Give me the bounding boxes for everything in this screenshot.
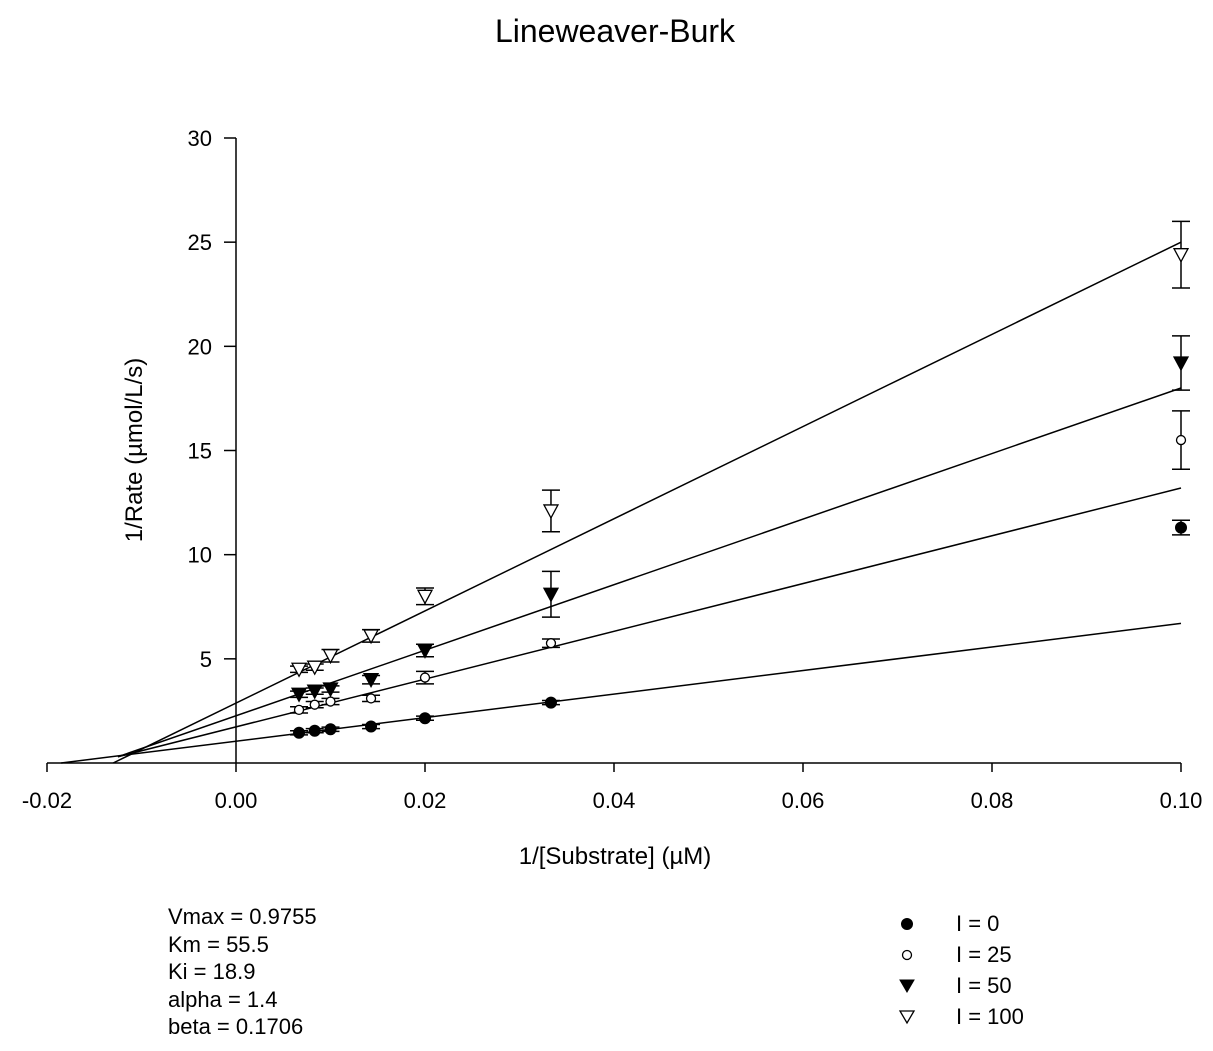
param-ki: Ki = 18.9 (168, 959, 256, 984)
param-alpha: alpha = 1.4 (168, 986, 278, 1012)
data-point (362, 629, 380, 645)
x-tick-label: -0.02 (22, 788, 72, 813)
legend: I = 0 I = 25 I = 50 I = 100 (892, 908, 1024, 1032)
fit-lines (61, 241, 1182, 764)
data-point (542, 587, 560, 603)
kinetic-parameters: Vmax = 0.9755 Km = 55.5 Ki = 18.9 alpha … (168, 903, 317, 1041)
param-km: Km = 55.5 (168, 931, 269, 957)
open-circle-icon (901, 949, 913, 960)
x-tick-label: 0.00 (215, 788, 258, 813)
data-point (365, 720, 378, 733)
x-tick-label: 0.08 (971, 788, 1014, 813)
data-point (293, 704, 305, 716)
data-point (545, 638, 557, 649)
data-point (293, 726, 306, 739)
data-point (1175, 434, 1187, 446)
y-tick-label: 25 (188, 230, 212, 255)
data-point (416, 589, 434, 605)
fit-line (117, 487, 1182, 758)
fit-line (61, 622, 1182, 764)
data-point (1172, 356, 1190, 372)
legend-label: I = 100 (956, 1003, 1024, 1029)
legend-label: I = 25 (956, 941, 1012, 967)
data-point (1172, 248, 1190, 264)
chart-title: Lineweaver-Burk (495, 13, 736, 49)
param-beta: beta = 0.1706 (168, 1014, 304, 1039)
legend-item-i25: I = 25 (892, 939, 1024, 970)
x-tick-label: 0.06 (782, 788, 825, 813)
data-point (322, 682, 339, 698)
data-point (362, 673, 380, 689)
x-tick-label: 0.02 (404, 788, 447, 813)
legend-item-i50: I = 50 (892, 970, 1024, 1001)
data-point (365, 693, 377, 704)
data-point (306, 660, 323, 676)
y-tick-label: 20 (188, 334, 212, 359)
filled-triangle-down-icon (899, 979, 915, 993)
data-point (419, 712, 431, 725)
y-tick-label: 10 (188, 543, 212, 568)
legend-item-i100: I = 100 (892, 1001, 1024, 1032)
data-point (325, 696, 336, 707)
y-tick-label: 15 (188, 439, 212, 464)
data-point (308, 724, 321, 737)
y-tick-label: 5 (200, 647, 212, 672)
param-vmax: Vmax = 0.9755 (168, 904, 317, 929)
data-point (309, 699, 320, 710)
data-markers (290, 248, 1190, 739)
data-point (419, 672, 431, 683)
data-point (544, 696, 557, 709)
x-tick-label: 0.04 (593, 788, 636, 813)
data-point (1175, 521, 1187, 534)
data-point (306, 684, 323, 700)
lineweaver-burk-chart: Lineweaver-Burk 1/Rate (µmol/L/s) 1/[Sub… (22, 13, 1202, 870)
data-point (542, 504, 560, 520)
open-triangle-down-icon (898, 1009, 916, 1024)
legend-label: I = 50 (956, 972, 1012, 998)
data-point (416, 643, 434, 659)
legend-label: I = 0 (956, 910, 1000, 936)
x-ticks: -0.02 0.00 0.02 0.04 0.06 0.08 0.10 (22, 763, 1202, 813)
y-ticks: 5 10 15 20 25 30 (188, 126, 236, 672)
data-point (290, 687, 308, 703)
x-axis-label: 1/[Substrate] (µM) (519, 843, 712, 870)
fit-line (112, 241, 1182, 764)
data-point (290, 662, 308, 678)
fit-line (117, 387, 1182, 758)
data-point (324, 723, 337, 736)
data-point (322, 649, 339, 665)
y-tick-label: 30 (188, 126, 212, 151)
legend-item-i0: I = 0 (892, 908, 1024, 939)
filled-circle-icon (901, 917, 913, 930)
x-tick-label: 0.10 (1160, 788, 1203, 813)
y-axis-label: 1/Rate (µmol/L/s) (121, 358, 148, 543)
